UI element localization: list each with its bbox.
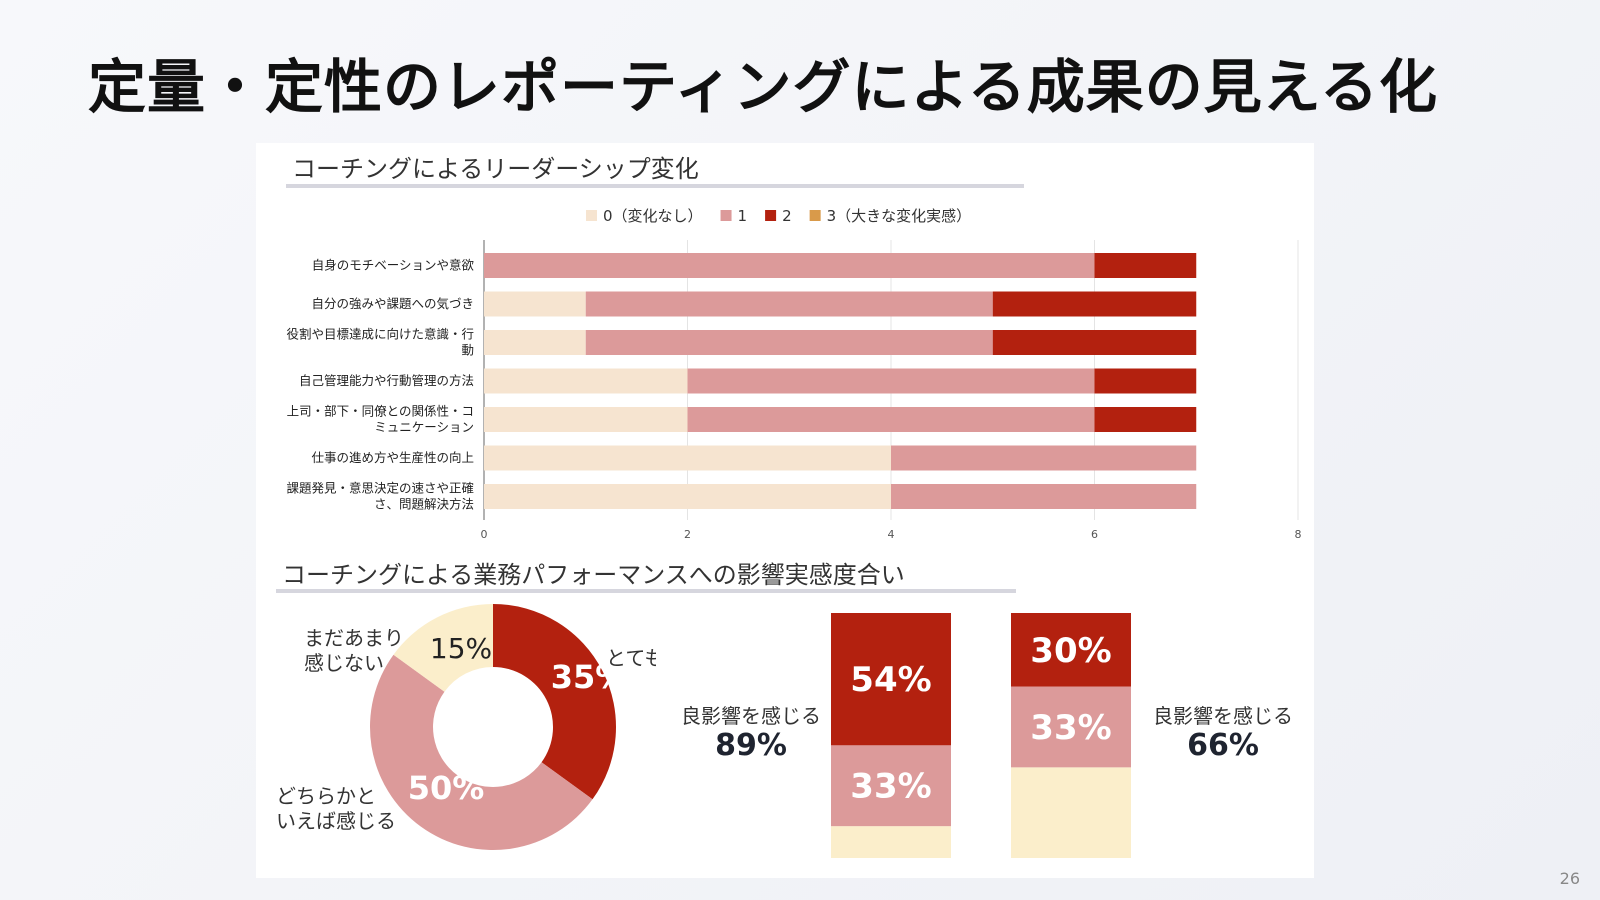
category-label: さ、問題解決方法: [374, 497, 474, 512]
bar-segment: [484, 407, 688, 432]
donut-category-label: とても感じる: [606, 646, 656, 670]
bar-segment: [585, 291, 993, 317]
donut-pct-label: 35%: [551, 658, 628, 696]
bar-segment: [484, 368, 688, 394]
bar-chart-title: コーチングによるリーダーシップ変化: [292, 155, 699, 183]
legend-swatch: [809, 210, 821, 221]
category-label: 仕事の進め方や生産性の向上: [311, 450, 474, 465]
bar-segment: [484, 330, 586, 355]
bar-segment: [585, 330, 993, 355]
category-label: 自身のモチベーションや意欲: [312, 258, 474, 273]
category-label: 自己管理能力や行動管理の方法: [299, 373, 474, 388]
donut-category-label: どちらかと: [276, 784, 376, 808]
bar-segment: [1094, 253, 1197, 278]
chart-panel: コーチングによるリーダーシップ変化 0（変化なし） 1 2 3（大きな変化実感） 0 2 4…: [256, 143, 1314, 878]
bar-segment: [992, 330, 1197, 355]
stacked-bar-segment: [1011, 613, 1131, 687]
bar-segment: [1094, 368, 1197, 394]
legend-label: 2: [782, 207, 792, 225]
category-label: 動: [461, 343, 474, 358]
bar-segment: [687, 368, 1095, 394]
stacked-bar-segment: [831, 745, 951, 827]
bar-segment: [1094, 407, 1197, 432]
category-label: 上司・部下・同僚との関係性・コ: [287, 404, 474, 419]
bar-segment: [891, 484, 1197, 509]
annotation-label: 良影響を感じる: [681, 704, 821, 728]
bar-chart-title-rule: [286, 184, 1024, 188]
legend-label: 0（変化なし）: [603, 207, 703, 225]
page-number: 26: [1559, 869, 1580, 888]
donut-pct-label: 50%: [408, 769, 485, 807]
legend-swatch: [586, 210, 597, 221]
legend-label: 1: [738, 207, 748, 225]
bar-segment: [484, 291, 586, 317]
stacked-bar-value-label: 30%: [1030, 631, 1111, 671]
stacked-bar-segment: [1011, 767, 1131, 858]
impact-chart-title-rule: [276, 589, 1016, 593]
bar-segment: [484, 484, 891, 509]
donut-category-label: いえば感じる: [276, 809, 396, 833]
bar-segment: [891, 445, 1197, 471]
stacked-bar-segment: [831, 613, 951, 746]
bar-segment: [484, 253, 1095, 278]
donut-category-label: 感じない: [304, 651, 384, 675]
slide-title: 定量・定性のレポーティングによる成果の見える化: [88, 53, 1439, 121]
legend-label: 3（大きな変化実感）: [827, 207, 972, 225]
category-label: 自分の強みや課題への気づき: [311, 296, 474, 311]
stacked-bar-value-label: 33%: [850, 767, 931, 807]
stacked-bar-value-label: 33%: [1030, 708, 1111, 748]
category-label: 役割や目標達成に向けた意識・行: [286, 327, 474, 342]
annotation-label: 良影響を感じる: [1153, 704, 1293, 728]
impact-chart-title: コーチングによる業務パフォーマンスへの影響実感度合い: [282, 561, 905, 589]
donut-category-label: まだあまり: [304, 626, 404, 650]
donut-slice: [370, 654, 593, 850]
stacked-bar-segment: [831, 826, 951, 858]
legend-swatch: [720, 210, 732, 221]
bar-segment: [687, 407, 1095, 432]
category-label: ミュニケーション: [374, 420, 474, 435]
annotation-value: 66%: [1187, 728, 1259, 763]
bar-segment: [484, 445, 891, 471]
bar-segment: [992, 291, 1197, 317]
leadership-bar-chart: 0（変化なし） 1 2 3（大きな変化実感） 0 2 4 6 8 自身のモチベーションや意欲自分の…: [286, 207, 1302, 541]
donut-pct-label: 15%: [430, 632, 492, 665]
legend-swatch: [765, 210, 777, 221]
x-tick-label: 6: [1091, 528, 1098, 541]
stacked-bar-segment: [1011, 686, 1131, 768]
x-tick-label: 4: [888, 528, 895, 541]
category-label: 課題発見・意思決定の速さや正確: [286, 481, 474, 496]
x-tick-label: 8: [1295, 528, 1302, 541]
donut-slice: [493, 604, 616, 800]
x-tick-label: 0: [481, 528, 488, 541]
annotation-value: 89%: [715, 728, 787, 763]
donut-slice: [393, 604, 493, 692]
x-tick-label: 2: [684, 528, 691, 541]
stacked-bar-value-label: 54%: [850, 660, 931, 700]
